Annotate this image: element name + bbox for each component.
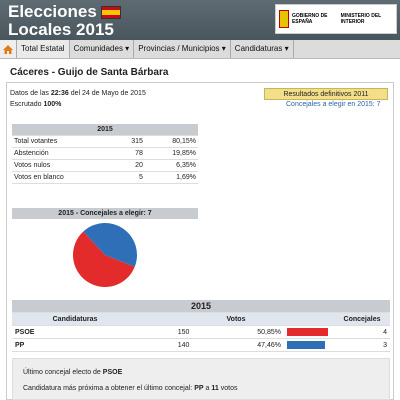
col-concejales: Concejales: [334, 312, 390, 326]
next-candidate-prefix: Candidatura más próxima a obtener el últ…: [23, 385, 193, 392]
table-row: PP 140 47,46% 3: [12, 338, 390, 352]
summary-label: Total votantes: [12, 135, 115, 148]
table-row: Total votantes 315 80,15%: [12, 135, 198, 148]
bottom-info: Último concejal electo de PSOE Candidatu…: [12, 358, 390, 400]
date-suffix: del 24 de Mayo de 2015: [70, 90, 146, 97]
nav-candidaturas[interactable]: Candidaturas ▾: [231, 40, 294, 58]
last-elected-prefix: Último concejal electo de: [23, 369, 101, 376]
summary-count: 78: [114, 147, 145, 160]
party-pct: 50,85%: [192, 325, 284, 339]
vote-bar: [287, 341, 325, 349]
table-row: Votos en blanco 5 1,69%: [12, 171, 198, 184]
government-logo: GOBIERNO DE ESPAÑA MINISTERIO DEL INTERI…: [275, 4, 397, 34]
summary-count: 5: [114, 171, 145, 184]
party-pct: 47,46%: [192, 338, 284, 352]
party-concejales: 4: [334, 325, 390, 339]
results-year: 2015: [12, 300, 390, 313]
party-name: PP: [12, 338, 138, 352]
summary-label: Abstención: [12, 147, 115, 160]
nav-total-estatal[interactable]: Total Estatal: [17, 40, 70, 58]
gov-right-text: MINISTERIO DEL INTERIOR: [340, 13, 382, 25]
app-title: Elecciones Locales 2015: [8, 3, 121, 39]
table-row: Abstención 78 19,85%: [12, 147, 198, 160]
next-candidate-party: PP: [194, 385, 204, 392]
home-button[interactable]: [0, 40, 17, 58]
summary-table: 2015 Total votantes 315 80,15% Abstenció…: [12, 124, 198, 184]
results-table: 2015 Candidaturas Votos Concejales PSOE …: [12, 300, 390, 352]
time-value: 22:36: [50, 90, 69, 97]
pie-header: 2015 - Concejales a elegir: 7: [12, 208, 198, 219]
party-concejales: 3: [334, 338, 390, 352]
next-candidate-suffix: votos: [220, 385, 238, 392]
summary-label: Votos en blanco: [12, 171, 115, 184]
summary-label: Votos nulos: [12, 159, 115, 172]
last-elected-party: PSOE: [102, 369, 123, 376]
date-prefix: Datos de las: [10, 90, 49, 97]
escrutado-value: 100%: [43, 101, 62, 108]
page-title: Cáceres - Guijo de Santa Bárbara: [10, 67, 169, 78]
col-candidaturas: Candidaturas: [12, 312, 138, 326]
seats-pie-chart: [70, 220, 140, 290]
summary-pct: 6,35%: [144, 159, 198, 172]
gov-left-text: GOBIERNO DE ESPAÑA: [291, 13, 328, 25]
vote-bar: [287, 328, 328, 336]
nav-comunidades[interactable]: Comunidades ▾: [70, 40, 135, 58]
nav-provincias-municipios[interactable]: Provincias / Municipios ▾: [134, 40, 231, 58]
pie-slice-psoe: [73, 231, 135, 287]
next-candidate-mid: a: [205, 385, 210, 392]
summary-pct: 1,69%: [144, 171, 198, 184]
party-votes: 150: [138, 325, 193, 339]
escrutado-label: Escrutado: [10, 101, 42, 108]
summary-count: 315: [114, 135, 145, 148]
party-votes: 140: [138, 338, 193, 352]
pie-svg: [73, 223, 137, 287]
summary-pct: 80,15%: [144, 135, 198, 148]
summary-pct: 19,85%: [144, 147, 198, 160]
results-2011-button[interactable]: Resultados definitivos 2011: [264, 88, 388, 100]
last-elected-line: Último concejal electo de PSOE: [23, 369, 122, 376]
table-row: Votos nulos 20 6,35%: [12, 159, 198, 172]
top-nav: Total Estatal Comunidades ▾ Provincias /…: [0, 40, 400, 59]
party-name: PSOE: [12, 325, 138, 339]
table-row: PSOE 150 50,85% 4: [12, 325, 390, 339]
spain-flag-icon: [100, 6, 121, 20]
title-line-2: Locales 2015: [8, 20, 114, 39]
coat-of-arms-icon: [279, 10, 289, 28]
pie-slice-pp: [83, 223, 137, 267]
title-line-1: Elecciones: [8, 2, 97, 21]
summary-year: 2015: [12, 124, 198, 136]
header: Elecciones Locales 2015 GOBIERNO DE ESPA…: [0, 0, 400, 40]
concejales-link[interactable]: Concejales a elegir en 2015: 7: [286, 101, 381, 108]
info-block: Datos de las 22:36 del 24 de Mayo de 201…: [10, 88, 146, 110]
next-candidate-votes: 11: [211, 385, 219, 392]
next-candidate-line: Candidatura más próxima a obtener el últ…: [23, 385, 237, 392]
col-votos: Votos: [138, 312, 334, 326]
home-icon: [3, 44, 13, 54]
summary-count: 20: [114, 159, 145, 172]
